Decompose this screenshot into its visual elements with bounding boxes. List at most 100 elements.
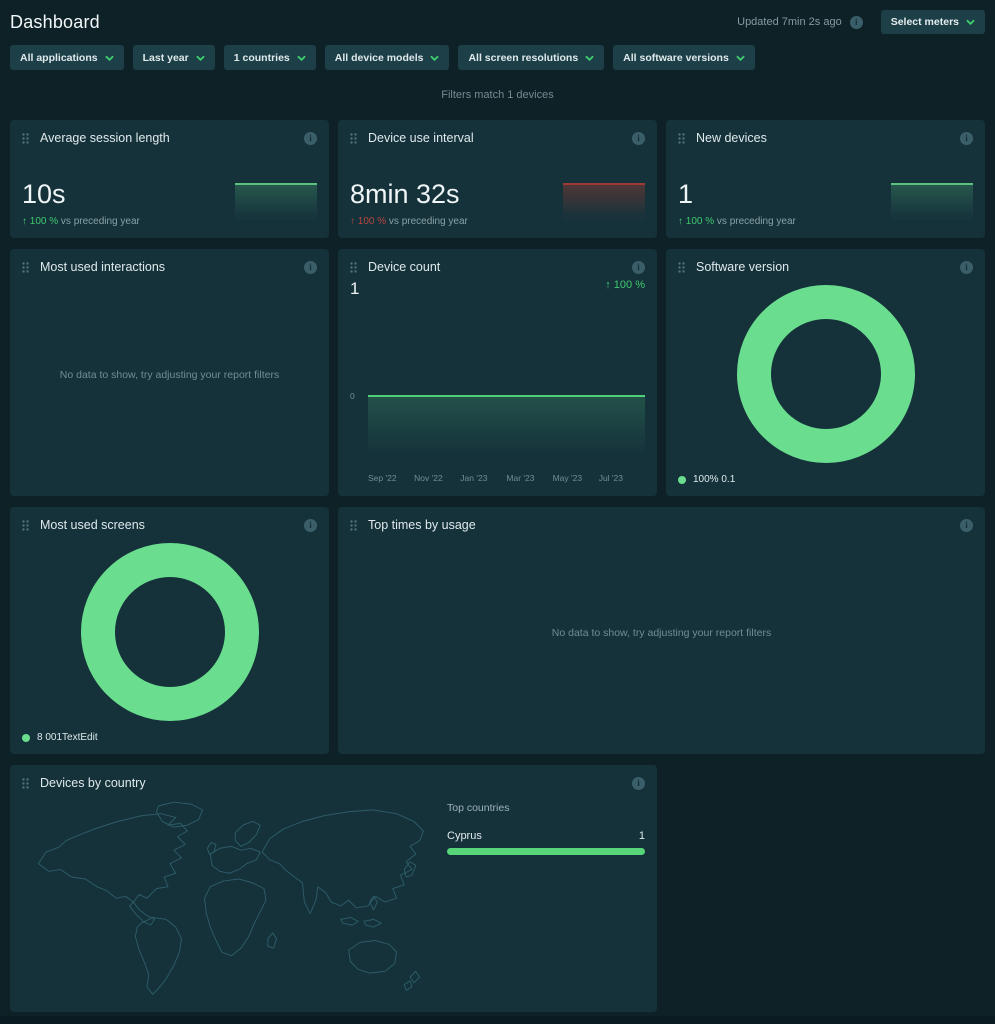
info-icon[interactable]: i	[632, 776, 645, 790]
info-icon[interactable]: i	[849, 15, 863, 29]
info-icon[interactable]: i	[960, 260, 973, 274]
legend-item[interactable]: 100% 0.1	[678, 474, 973, 485]
card-title: Most used interactions	[40, 260, 166, 274]
legend-dot	[22, 733, 30, 742]
card-head: Most used interactions i	[22, 260, 317, 274]
filter-device-models[interactable]: All device models	[324, 45, 450, 70]
country-row[interactable]: Cyprus 1	[447, 830, 645, 842]
top-countries-label: Top countries	[447, 802, 510, 814]
card-head: Top times by usage i	[350, 518, 973, 532]
card-title: Average session length	[40, 131, 170, 145]
card-device-count: Device count i 1 ↑ 100 % 0 Sep '22 Nov '…	[338, 249, 657, 496]
card-title: New devices	[696, 131, 767, 145]
page-bottom-strip	[0, 1016, 995, 1024]
filter-screen-resolutions[interactable]: All screen resolutions	[458, 45, 605, 70]
filter-countries[interactable]: 1 countries	[223, 45, 316, 70]
top-countries-panel: Top countries Cyprus 1	[447, 792, 645, 1004]
y-axis-tick: 0	[350, 391, 355, 401]
filter-label: All screen resolutions	[468, 51, 579, 64]
info-icon[interactable]: i	[304, 518, 317, 532]
card-head: Device count i	[350, 260, 645, 274]
card-most-used-interactions: Most used interactions i No data to show…	[10, 249, 329, 496]
donut-ring[interactable]	[736, 285, 915, 463]
card-head: Software version i	[678, 260, 973, 274]
drag-handle-icon[interactable]	[22, 132, 29, 144]
card-head: Device use interval i	[350, 131, 645, 145]
filters-match-text: Filters match 1 devices	[441, 89, 554, 101]
card-head: Most used screens i	[22, 518, 317, 532]
sparkline-chart	[891, 183, 973, 220]
donut-ring[interactable]	[80, 543, 259, 721]
card-head: New devices i	[678, 131, 973, 145]
drag-handle-icon[interactable]	[22, 519, 29, 531]
card-title: Most used screens	[40, 518, 145, 532]
legend-label: 100% 0.1	[693, 474, 736, 485]
empty-state-text: No data to show, try adjusting your repo…	[551, 626, 772, 639]
kpi-value: 10s	[22, 179, 66, 209]
kpi-body: 8min 32s ↑ 100 % vs preceding year	[350, 145, 645, 227]
drag-handle-icon[interactable]	[350, 132, 357, 144]
card-most-used-screens: Most used screens i 8 001TextEdit	[10, 507, 329, 754]
card-title: Top times by usage	[368, 518, 476, 532]
filter-label: All device models	[334, 51, 424, 64]
kpi-delta: ↑ 100 % vs preceding year	[678, 216, 796, 227]
drag-handle-icon[interactable]	[22, 777, 29, 789]
chevron-down-icon	[195, 55, 205, 61]
chevron-down-icon	[966, 19, 975, 25]
card-title: Device use interval	[368, 131, 474, 145]
x-tick: Mar '23	[506, 473, 535, 483]
kpi-delta: ↑ 100 % vs preceding year	[22, 216, 140, 227]
donut-chart	[678, 274, 973, 474]
drag-handle-icon[interactable]	[678, 132, 685, 144]
drag-handle-icon[interactable]	[350, 261, 357, 273]
updated-text: Updated 7min 2s ago	[737, 16, 842, 28]
card-head: Average session length i	[22, 131, 317, 145]
filter-label: All applications	[20, 51, 98, 64]
card-title: Software version	[696, 260, 790, 274]
legend-label: 8 001TextEdit	[37, 732, 98, 743]
chevron-down-icon	[430, 55, 440, 61]
select-meters-button[interactable]: Select meters	[880, 10, 985, 34]
area-series	[368, 395, 645, 459]
topbar: Dashboard Updated 7min 2s ago i Select m…	[0, 0, 995, 36]
filters-row: All applications Last year 1 countries A…	[0, 36, 995, 70]
sparkline-chart	[563, 183, 645, 220]
drag-handle-icon[interactable]	[350, 519, 357, 531]
info-icon[interactable]: i	[304, 260, 317, 274]
info-icon[interactable]: i	[960, 131, 973, 145]
kpi-delta: ↑ 100 % vs preceding year	[350, 216, 468, 227]
card-top-times-by-usage: Top times by usage i No data to show, tr…	[338, 507, 985, 754]
select-meters-label: Select meters	[890, 16, 959, 28]
world-map-svg	[37, 801, 424, 995]
world-map	[22, 792, 435, 1004]
page-title: Dashboard	[10, 11, 100, 32]
sparkline-chart	[235, 183, 317, 220]
card-new-devices: New devices i 1 ↑ 100 % vs preceding yea…	[666, 120, 985, 238]
x-tick: Jul '23	[598, 473, 624, 483]
kpi-body: 10s ↑ 100 % vs preceding year	[22, 145, 317, 227]
topbar-right: Updated 7min 2s ago i Select meters	[737, 10, 985, 34]
card-title: Device count	[368, 260, 441, 274]
info-icon[interactable]: i	[304, 131, 317, 145]
info-icon[interactable]: i	[960, 518, 973, 532]
legend-item[interactable]: 8 001TextEdit	[22, 732, 317, 743]
chevron-down-icon	[736, 55, 745, 61]
filter-applications[interactable]: All applications	[10, 45, 124, 70]
country-bar	[447, 848, 645, 855]
drag-handle-icon[interactable]	[678, 261, 685, 273]
chevron-down-icon	[297, 55, 306, 61]
filter-time-range[interactable]: Last year	[132, 45, 215, 70]
map-body: Top countries Cyprus 1	[22, 792, 645, 1004]
info-icon[interactable]: i	[632, 260, 645, 274]
country-name: Cyprus	[447, 830, 482, 842]
filter-label: All software versions	[623, 51, 729, 64]
dashboard-grid: Average session length i 10s ↑ 100 % vs …	[10, 120, 985, 1012]
card-average-session-length: Average session length i 10s ↑ 100 % vs …	[10, 120, 329, 238]
card-devices-by-country: Devices by country i	[10, 765, 657, 1012]
drag-handle-icon[interactable]	[22, 261, 29, 273]
info-icon[interactable]: i	[632, 131, 645, 145]
filter-software-versions[interactable]: All software versions	[613, 45, 755, 70]
x-axis-labels: Sep '22 Nov '22 Jan '23 Mar '23 May '23 …	[368, 473, 645, 483]
filter-label: Last year	[142, 51, 189, 64]
card-software-version: Software version i 100% 0.1	[666, 249, 985, 496]
